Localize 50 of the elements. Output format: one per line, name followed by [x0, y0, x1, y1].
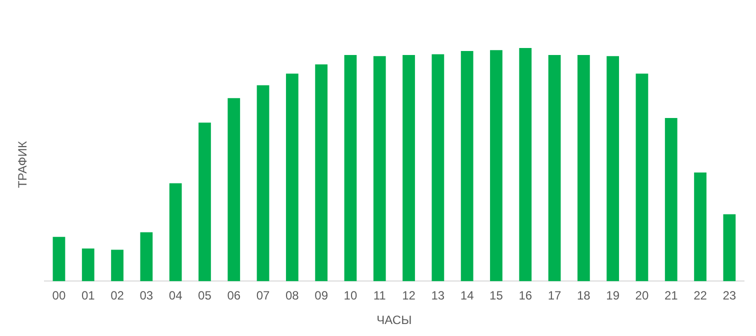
x-tick-label: 07: [256, 288, 270, 303]
bar: [694, 172, 706, 282]
x-tick-label: 19: [606, 288, 620, 303]
x-tick-label: 10: [344, 288, 358, 303]
bar: [111, 250, 124, 282]
bar: [577, 54, 590, 282]
x-axis-title: ЧАСЫ: [376, 313, 412, 328]
bar: [256, 85, 270, 282]
x-tick-label: 15: [490, 288, 504, 303]
bar: [664, 118, 678, 282]
x-tick-label: 05: [198, 288, 212, 303]
x-tick-label: 23: [722, 288, 736, 303]
bar: [198, 122, 211, 282]
bar: [344, 54, 357, 282]
bar: [606, 56, 620, 282]
bar: [432, 54, 444, 282]
bar: [460, 51, 474, 282]
x-tick-label: 11: [373, 288, 386, 303]
x-tick-label: 17: [548, 288, 562, 303]
bar: [140, 232, 153, 282]
x-tick-label: 08: [285, 288, 300, 303]
bar: [548, 54, 561, 282]
bar: [228, 98, 240, 282]
bar: [286, 74, 298, 282]
x-tick-label: 14: [460, 288, 474, 303]
bar: [636, 74, 648, 282]
bar: [169, 183, 182, 282]
x-tick-label: 21: [664, 288, 678, 303]
x-tick-label: 22: [694, 288, 708, 303]
x-tick-label: 02: [110, 288, 124, 303]
bar: [315, 64, 328, 282]
x-tick-label: 06: [227, 288, 241, 303]
x-tick-label: 04: [168, 288, 183, 303]
x-tick-label: 01: [81, 288, 96, 303]
bar: [519, 48, 532, 282]
x-tick-label: 09: [314, 288, 328, 303]
x-tick-label: 13: [431, 288, 445, 303]
x-tick-label: 16: [518, 288, 532, 303]
x-tick-label: 20: [635, 288, 649, 303]
x-tick-label: 03: [140, 288, 154, 303]
bar: [723, 214, 736, 282]
bar: [82, 248, 94, 282]
x-tick-label: 12: [402, 288, 416, 303]
x-tick-label: 00: [52, 288, 66, 303]
bar: [490, 50, 502, 282]
x-tick-label: 18: [576, 288, 591, 303]
bar: [52, 236, 66, 282]
y-axis-title: ТРАФИК: [16, 141, 30, 188]
bar: [402, 54, 415, 282]
bar: [373, 56, 386, 282]
